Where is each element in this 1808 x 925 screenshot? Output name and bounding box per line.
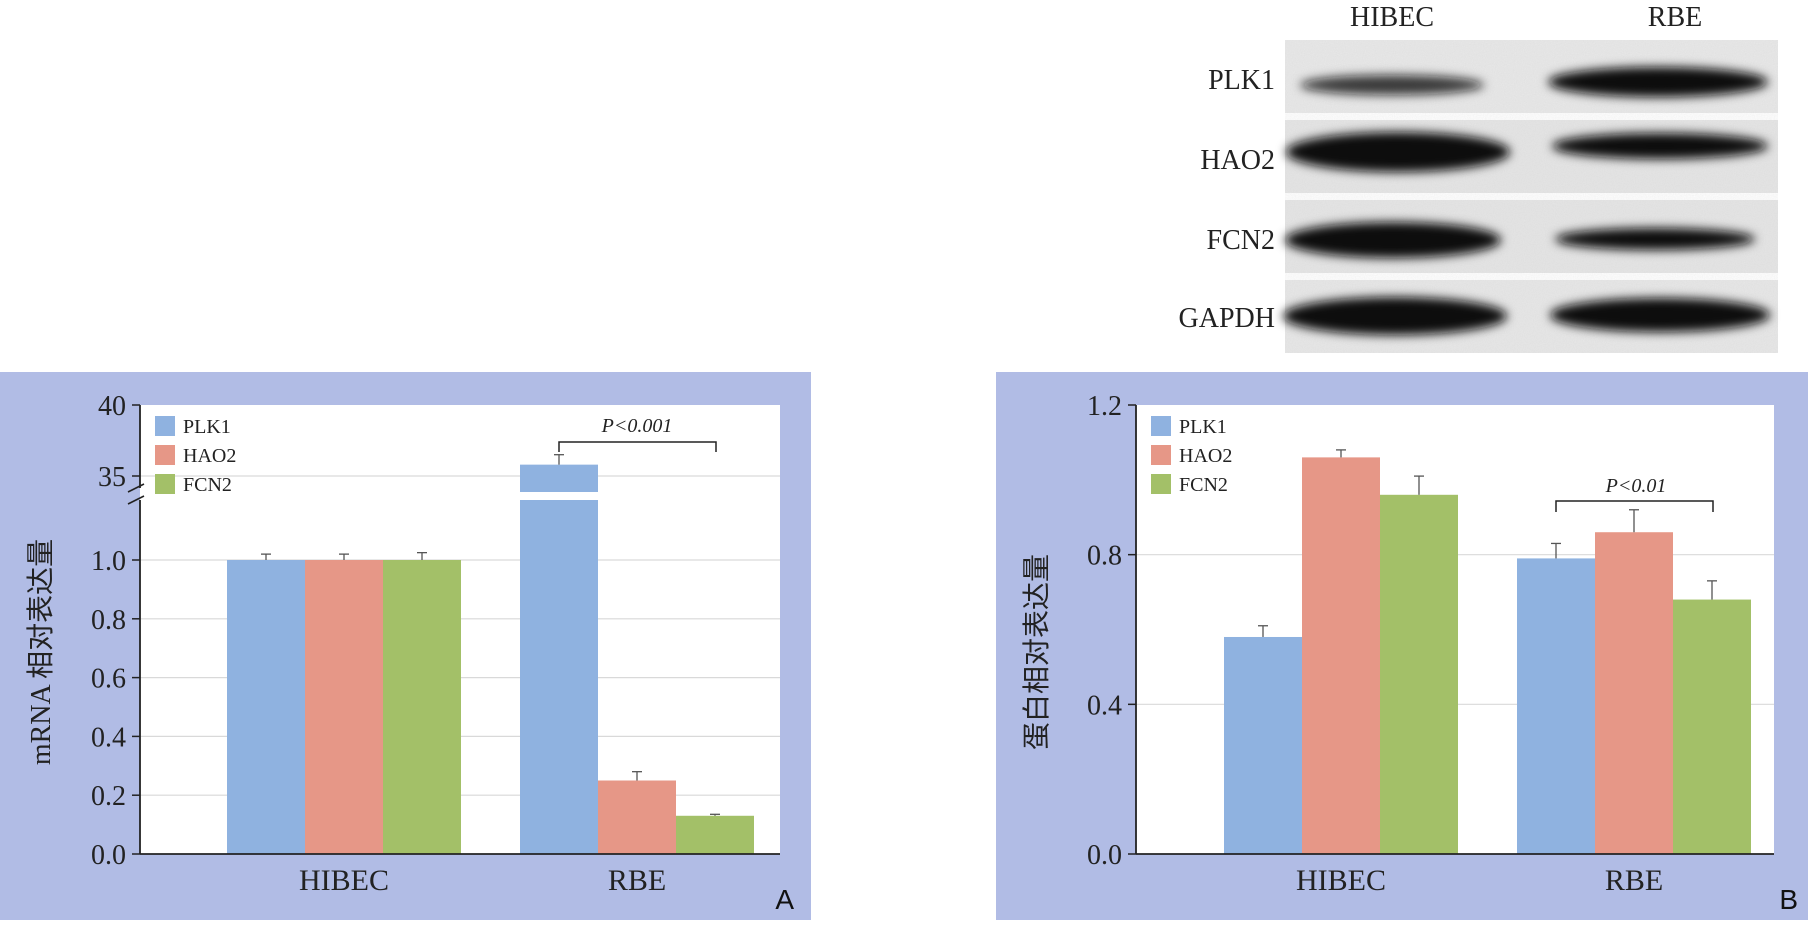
panel-a-ytick-label: 0.4 (91, 722, 126, 753)
panel-a-bar-hao2-0 (305, 560, 383, 854)
panel-b-bar-fcn2-1 (1673, 599, 1751, 854)
panel-a-bar-plk1-1-lower (520, 500, 598, 854)
panel-a-break-mark-bottom (127, 495, 145, 505)
blot-col-label-rbe: RBE (1648, 2, 1702, 33)
panel-b-axes (1135, 405, 1774, 855)
panel-a-bar-hao2-1 (598, 780, 676, 854)
panel-b-ytick-label: 0.4 (1087, 690, 1122, 721)
panel-b-xtick-hibec: HIBEC (1296, 864, 1386, 897)
blot-band-fcn2-rbe (1555, 228, 1755, 250)
panel-a-legend-label-hao2: HAO2 (183, 445, 236, 467)
panel-a-ytick-label: 0.0 (91, 840, 126, 871)
panel-a-bars (227, 454, 754, 854)
panel-b-ytick-label: 0.8 (1087, 541, 1122, 572)
panel-b-bar-hao2-0 (1302, 457, 1380, 854)
panel-a-legend-swatch-hao2 (155, 445, 175, 465)
panel-a-ticks: 0.0 0.2 0.4 0.6 0.8 1.0 35 40 (91, 391, 140, 871)
panel-b-bar-plk1-0 (1224, 636, 1302, 854)
panel-b-legend-swatch-plk1 (1151, 416, 1171, 436)
panel-b-legend: PLK1 HAO2 FCN2 (1151, 416, 1232, 496)
panel-b-bar-plk1-1 (1517, 558, 1595, 854)
panel-b-legend-swatch-fcn2 (1151, 474, 1171, 494)
panel-a-ytick-label: 0.2 (91, 781, 126, 812)
blot-band-hao2-rbe (1552, 133, 1768, 159)
blot-band-gapdh-rbe (1550, 298, 1770, 332)
panel-a-axis-gap-inner (140, 488, 144, 500)
panel-b-letter: B (1779, 884, 1798, 915)
panel-b-bars (1224, 449, 1751, 854)
panel-a-legend: PLK1 HAO2 FCN2 (155, 416, 236, 496)
panel-b-category-labels: HIBEC RBE (1296, 864, 1663, 897)
panel-a-significance-bracket (558, 441, 717, 452)
blot-row-label-fcn2: FCN2 (1207, 225, 1275, 256)
panel-b-xtick-rbe: RBE (1605, 864, 1663, 897)
blot-col-label-hibec: HIBEC (1350, 2, 1434, 33)
panel-b-pvalue: P<0.01 (1605, 475, 1667, 497)
panel-b-ticks: 0.0 0.4 0.8 1.2 (1087, 391, 1136, 871)
chart-panel-b: 0.0 0.4 0.8 1.2 PLK1 HAO2 FCN2 P<0.01 HIBEC R… (996, 372, 1808, 920)
panel-b-legend-swatch-hao2 (1151, 445, 1171, 465)
blot-row-label-hao2: HAO2 (1200, 145, 1275, 176)
blot-band-plk1-hibec (1300, 75, 1484, 95)
panel-a-ytick-label: 1.0 (91, 546, 126, 577)
panel-b-ytick-label: 0.0 (1087, 840, 1122, 871)
panel-a-annotation: P<0.001 (558, 415, 717, 452)
panel-a-ytick-label: 0.6 (91, 664, 126, 695)
panel-a-ylabel: mRNA 相对表达量 (25, 539, 57, 765)
panel-a-ytick-label: 35 (98, 462, 126, 493)
panel-a-ytick-label: 0.8 (91, 605, 126, 636)
panel-b-legend-label-fcn2: FCN2 (1179, 474, 1228, 496)
blot-band-fcn2-hibec (1285, 222, 1501, 258)
panel-b-bar-hao2-1 (1595, 532, 1673, 854)
panel-b-legend-label-hao2: HAO2 (1179, 445, 1232, 467)
blot-band-hao2-hibec (1286, 132, 1510, 172)
panel-a-legend-label-plk1: PLK1 (183, 416, 231, 438)
blot-row-label-plk1: PLK1 (1208, 65, 1275, 96)
panel-a-category-labels: HIBEC RBE (299, 864, 666, 897)
panel-a-pvalue: P<0.001 (601, 415, 673, 437)
panel-a-legend-swatch-fcn2 (155, 474, 175, 494)
panel-a-letter: A (775, 884, 794, 915)
panel-b-ylabel: 蛋白相对表达量 (1021, 554, 1053, 750)
blot-band-gapdh-hibec (1283, 297, 1507, 335)
panel-a-xtick-hibec: HIBEC (299, 864, 389, 897)
chart-panel-a: 0.0 0.2 0.4 0.6 0.8 1.0 35 40 PLK1 HAO2 FCN2 P<0.… (0, 372, 811, 920)
panel-a-bar-fcn2-1 (676, 815, 754, 854)
panel-b-legend-label-plk1: PLK1 (1179, 416, 1227, 438)
panel-a-bar-plk1-1-upper (520, 464, 598, 492)
western-blot: HIBEC RBE PLK1 HAO2 FCN2 GAPDH (1179, 2, 1778, 353)
panel-b-ytick-label: 1.2 (1087, 391, 1122, 422)
panel-a-bar-fcn2-0 (383, 560, 461, 854)
panel-a-xtick-rbe: RBE (608, 864, 666, 897)
panel-a-ytick-label: 40 (98, 391, 126, 422)
panel-b-significance-bracket (1555, 500, 1714, 512)
panel-a-bar-plk1-0 (227, 560, 305, 854)
panel-a-axes (127, 405, 780, 855)
panel-a-legend-label-fcn2: FCN2 (183, 474, 232, 496)
blot-row-label-gapdh: GAPDH (1179, 303, 1275, 334)
panel-b-bar-fcn2-0 (1380, 494, 1458, 854)
panel-a-break-mark-top (127, 483, 145, 493)
panel-b-annotation: P<0.01 (1555, 475, 1714, 512)
panel-a-legend-swatch-plk1 (155, 416, 175, 436)
blot-band-plk1-rbe (1548, 67, 1768, 97)
